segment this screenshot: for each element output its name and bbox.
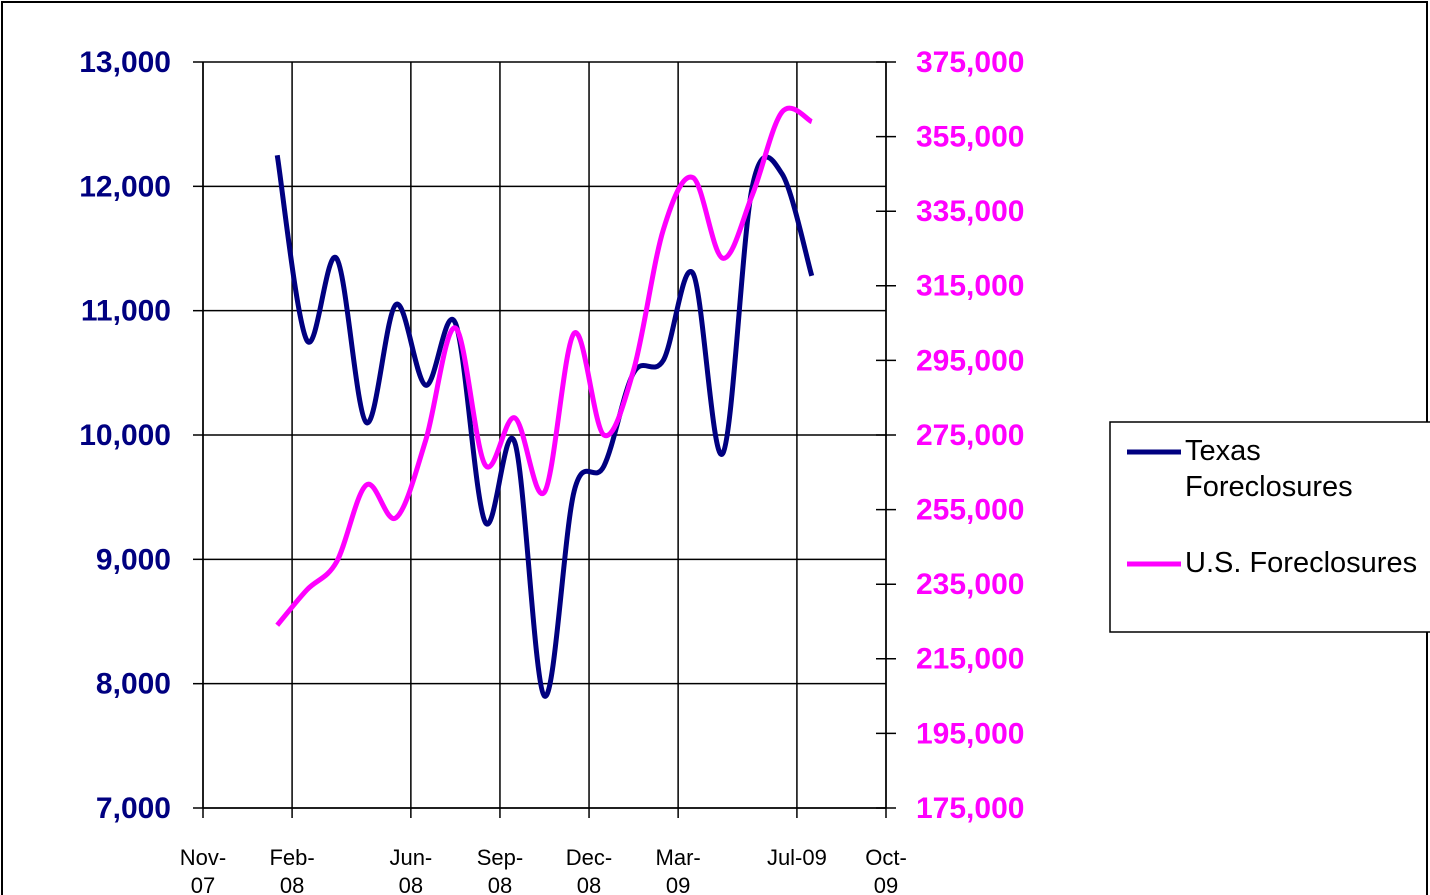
x-tick-label: Jun-08	[389, 845, 433, 895]
y2-tick-label: 355,000	[916, 121, 1024, 154]
x-tick-label: Nov-07	[179, 845, 227, 895]
y2-tick-label: 295,000	[916, 344, 1024, 377]
y2-tick-label: 335,000	[916, 195, 1024, 228]
legend-label: Texas Foreclosures	[1185, 435, 1353, 503]
y2-tick-label: 195,000	[916, 717, 1024, 750]
y-tick-label: 13,000	[79, 46, 171, 79]
x-tick-label: Mar-09	[655, 845, 701, 895]
legend-box	[1109, 421, 1430, 633]
x-tick-label: Dec-08	[565, 845, 613, 895]
y2-tick-label: 235,000	[916, 568, 1024, 601]
y-tick-label: 8,000	[96, 668, 171, 701]
y-tick-label: 9,000	[96, 543, 171, 576]
y-tick-label: 10,000	[79, 419, 171, 452]
x-tick-label: Sep-08	[476, 845, 524, 895]
x-tick-label: Oct-09	[865, 845, 907, 895]
y2-tick-label: 275,000	[916, 419, 1024, 452]
series-line	[275, 105, 814, 627]
legend-label: U.S. Foreclosures	[1185, 547, 1418, 579]
y2-tick-label: 255,000	[916, 494, 1024, 527]
x-tick-label: Jul-09	[766, 845, 827, 870]
series-line	[274, 154, 815, 699]
y2-tick-label: 315,000	[916, 270, 1024, 303]
x-tick-label: Feb-08	[269, 845, 315, 895]
y2-tick-label: 215,000	[916, 643, 1024, 676]
y2-tick-label: 375,000	[916, 46, 1024, 79]
y-tick-label: 11,000	[81, 295, 171, 328]
y-tick-label: 12,000	[79, 170, 171, 203]
y-tick-label: 7,000	[96, 792, 171, 825]
y2-tick-label: 175,000	[916, 792, 1024, 825]
